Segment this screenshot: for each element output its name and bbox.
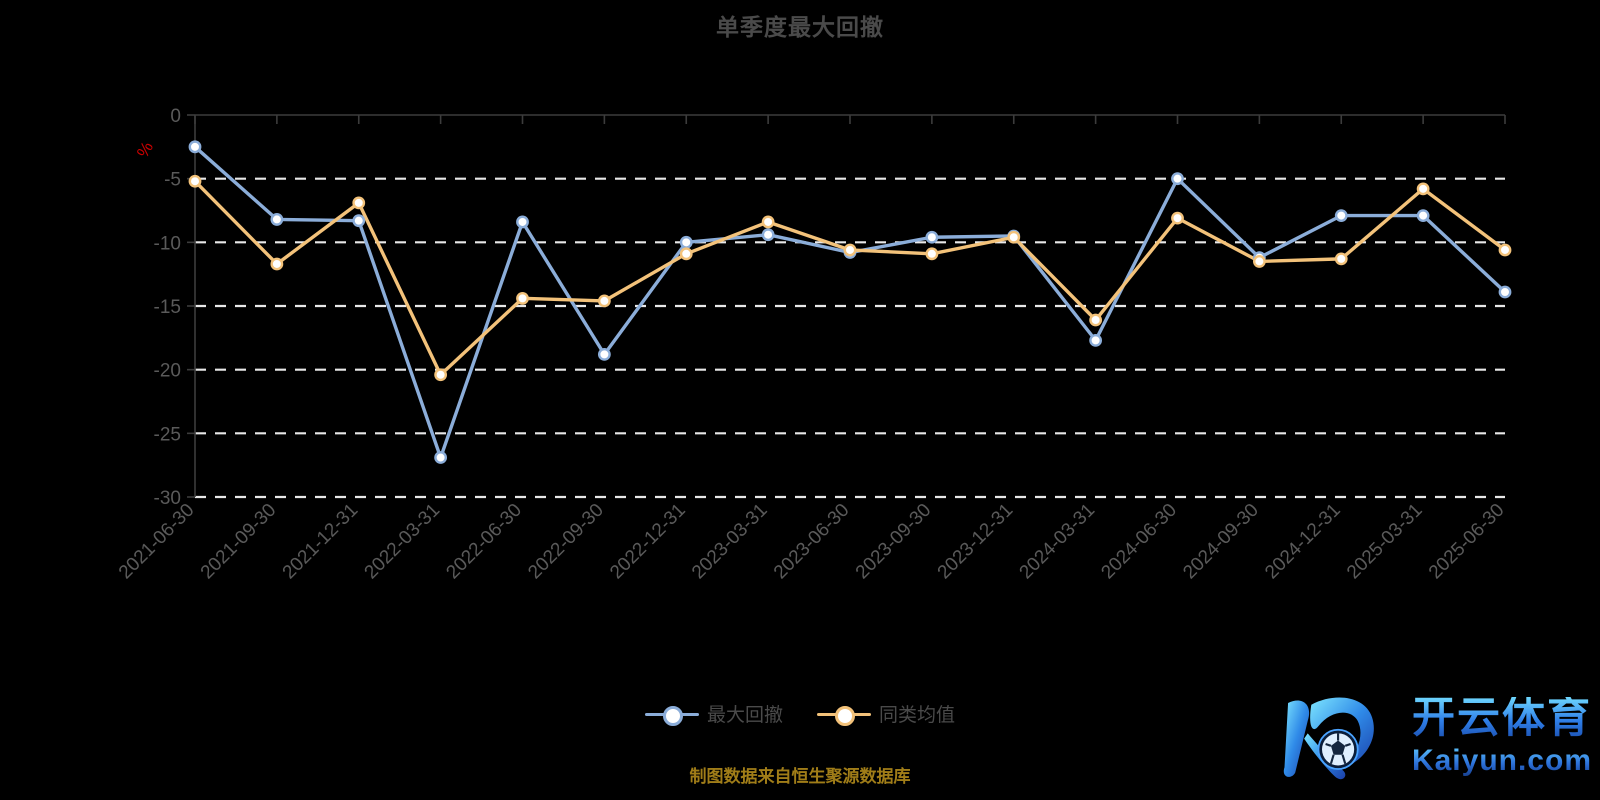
data-point[interactable] xyxy=(1498,285,1512,299)
x-tick-label: 2025-06-30 xyxy=(1425,500,1509,584)
x-tick-label: 2025-03-31 xyxy=(1343,500,1427,584)
data-point[interactable] xyxy=(1089,313,1103,327)
chart-legend: 最大回撤 同类均值 xyxy=(0,700,1600,727)
data-point[interactable] xyxy=(761,228,775,242)
x-axis-ticks xyxy=(187,114,1506,498)
watermark-logo: 开云体育 Kaiyun.com xyxy=(1272,676,1592,796)
y-tick-label: -30 xyxy=(154,488,181,509)
data-point[interactable] xyxy=(1252,255,1266,268)
x-tick-label: 2022-09-30 xyxy=(524,500,608,584)
page-title: 单季度最大回撤 xyxy=(716,14,884,40)
gridlines xyxy=(195,177,1505,499)
data-point[interactable] xyxy=(188,174,202,188)
data-point[interactable] xyxy=(1416,182,1430,196)
data-source-note: 制图数据来自恒生聚源数据库 xyxy=(689,767,911,786)
data-point[interactable] xyxy=(1334,252,1348,266)
y-tick-label: -10 xyxy=(154,233,181,254)
data-point[interactable] xyxy=(270,257,284,271)
data-point[interactable] xyxy=(1416,209,1430,222)
axis-lines xyxy=(194,114,1505,497)
y-axis-tick-labels: 0 -5 -10 -15 -20 -25 -30 xyxy=(154,106,181,509)
x-tick-label: 2022-03-31 xyxy=(361,500,445,584)
series-line-1 xyxy=(193,179,1507,377)
x-tick-label: 2024-06-30 xyxy=(1097,500,1181,584)
x-tick-label: 2021-09-30 xyxy=(197,500,281,584)
data-point[interactable] xyxy=(188,140,202,154)
data-point[interactable] xyxy=(434,368,448,382)
series-line-0 xyxy=(193,145,1507,460)
y-tick-label: -15 xyxy=(154,297,181,318)
data-point[interactable] xyxy=(1171,172,1184,186)
y-tick-label: -20 xyxy=(154,361,181,382)
data-point[interactable] xyxy=(352,196,366,210)
x-tick-label: 2024-12-31 xyxy=(1261,500,1345,584)
data-point[interactable] xyxy=(925,230,939,244)
legend-marker-primary xyxy=(644,703,699,726)
legend-item-secondary[interactable]: 同类均值 xyxy=(817,700,955,727)
watermark-text: 开云体育 Kaiyun.com xyxy=(1411,693,1592,777)
x-tick-label: 2023-06-30 xyxy=(770,500,854,584)
legend-item-primary[interactable]: 最大回撤 xyxy=(644,700,783,727)
kaiyun-k-soccer-logo-icon xyxy=(1283,697,1374,780)
data-point[interactable] xyxy=(1498,243,1512,257)
data-point[interactable] xyxy=(516,215,529,229)
data-point[interactable] xyxy=(1334,209,1348,222)
x-tick-label: 2022-12-31 xyxy=(606,500,690,584)
data-point[interactable] xyxy=(843,243,857,257)
y-tick-label: -5 xyxy=(164,170,181,191)
x-tick-label: 2023-09-30 xyxy=(852,500,936,584)
data-point[interactable] xyxy=(1007,230,1021,244)
legend-label-primary: 最大回撤 xyxy=(706,705,783,726)
x-tick-label: 2022-06-30 xyxy=(442,500,526,584)
x-axis-tick-labels: 2021-06-302021-09-302021-12-312022-03-31… xyxy=(115,500,1509,584)
data-point[interactable] xyxy=(597,347,611,361)
series-lines xyxy=(193,145,1507,460)
data-point[interactable] xyxy=(1171,211,1184,225)
data-point[interactable] xyxy=(516,291,529,305)
data-point[interactable] xyxy=(270,213,284,226)
legend-label-secondary: 同类均值 xyxy=(879,705,956,726)
x-tick-label: 2023-03-31 xyxy=(688,500,772,584)
x-tick-label: 2021-06-30 xyxy=(115,500,199,584)
series-markers xyxy=(188,140,1512,464)
y-tick-label: 0 xyxy=(170,106,181,127)
data-point[interactable] xyxy=(434,451,448,464)
x-tick-label: 2024-09-30 xyxy=(1179,500,1263,584)
data-point[interactable] xyxy=(925,247,939,261)
x-tick-label: 2023-12-31 xyxy=(934,500,1018,584)
data-point[interactable] xyxy=(1089,333,1103,347)
data-point[interactable] xyxy=(761,215,775,229)
x-tick-label: 2024-03-31 xyxy=(1016,500,1100,584)
watermark-brand-cn: 开云体育 xyxy=(1411,693,1592,742)
data-point[interactable] xyxy=(679,247,693,261)
legend-marker-secondary xyxy=(817,703,871,726)
x-tick-label: 2021-12-31 xyxy=(279,500,363,584)
data-point[interactable] xyxy=(352,214,366,228)
data-point[interactable] xyxy=(679,235,693,249)
y-tick-label: -25 xyxy=(154,424,181,445)
watermark-brand-en: Kaiyun.com xyxy=(1411,743,1592,777)
data-point[interactable] xyxy=(597,294,611,308)
